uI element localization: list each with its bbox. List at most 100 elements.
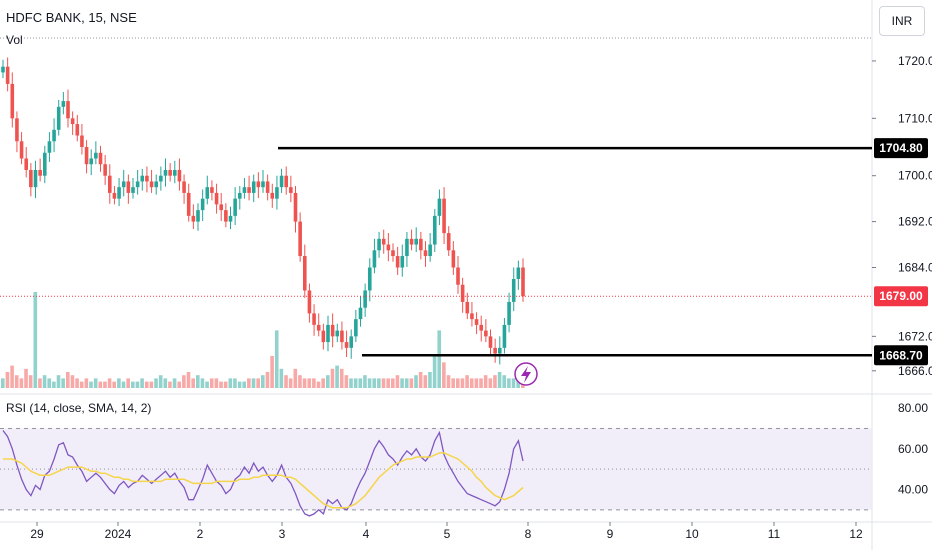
- time-tick-label: 12: [849, 527, 863, 541]
- volume-bar: [265, 372, 270, 388]
- candle-body: [117, 187, 121, 199]
- candle-body: [465, 301, 470, 314]
- volume-bar: [339, 368, 344, 388]
- candle-body: [182, 181, 186, 193]
- volume-bar: [56, 375, 61, 388]
- candle-body: [70, 118, 75, 125]
- volume-bar: [507, 378, 511, 388]
- volume-bar: [42, 375, 47, 388]
- candle-body: [298, 221, 302, 257]
- level-price-tag-bg: [874, 345, 928, 366]
- candle-body: [321, 330, 326, 343]
- volume-bar: [502, 375, 507, 388]
- volume-bar: [386, 378, 390, 388]
- candle-body: [395, 256, 400, 268]
- volume-bar: [228, 378, 233, 388]
- volume-bar: [89, 381, 93, 388]
- candle-body: [521, 267, 525, 297]
- candle-body: [432, 215, 437, 245]
- level-price-tag: 1704.80: [879, 141, 923, 155]
- volume-bar: [446, 375, 451, 388]
- volume-bar: [432, 356, 437, 388]
- candle-body: [256, 181, 261, 188]
- volume-bar: [349, 378, 353, 388]
- candle-body: [451, 250, 456, 268]
- candle-body: [24, 158, 29, 170]
- candle-body: [516, 267, 521, 279]
- volume-bar: [312, 378, 316, 388]
- candle-body: [279, 175, 284, 188]
- volume-bar: [140, 378, 144, 388]
- time-tick-label: 29: [30, 527, 44, 541]
- rsi-axis[interactable]: 80.00 60.00 40.00: [898, 401, 928, 496]
- volume-bar: [28, 375, 33, 388]
- candle-body: [307, 290, 312, 314]
- volume-bar: [497, 372, 502, 388]
- candle-body: [488, 336, 493, 348]
- lightning-bolt-icon[interactable]: [514, 362, 538, 386]
- candle-body: [29, 169, 33, 188]
- volume-bar: [483, 375, 488, 388]
- volume-bar: [460, 378, 465, 388]
- candle-body: [349, 336, 354, 348]
- candle-body: [265, 181, 270, 193]
- price-axis[interactable]: 1720.00 1710.00 1700.00 1692.00 1684.00 1672.…: [872, 54, 932, 378]
- candle-body: [391, 250, 395, 257]
- rsi-tick-label: 40.00: [898, 483, 928, 497]
- volume-bar: [182, 375, 186, 388]
- volume-bar: [330, 368, 335, 388]
- volume-bar: [131, 381, 135, 388]
- volume-bar: [423, 375, 428, 388]
- volume-bar: [307, 378, 312, 388]
- candle-body: [233, 198, 237, 216]
- volume-bars: [1, 292, 525, 388]
- candle-body: [121, 181, 126, 188]
- candle-body: [386, 244, 391, 251]
- candle-body: [400, 256, 405, 268]
- time-tick-label: 10: [685, 527, 699, 541]
- volume-bar: [237, 381, 242, 388]
- candle-body: [191, 215, 196, 222]
- volume-bar: [451, 378, 455, 388]
- volume-bar: [418, 372, 423, 388]
- volume-bar: [84, 378, 89, 388]
- candle-body: [228, 215, 233, 222]
- price-tick-label: 1692.00: [898, 215, 932, 229]
- candle-body: [405, 238, 409, 257]
- horizontal-levels[interactable]: [278, 146, 872, 357]
- candle-body: [94, 152, 98, 159]
- time-tick-label: 8: [525, 527, 532, 541]
- volume-bar: [377, 378, 381, 388]
- price-tick-label: 1710.00: [898, 111, 932, 125]
- volume-bar: [149, 381, 154, 388]
- volume-bar: [177, 381, 182, 388]
- candle-body: [479, 324, 484, 331]
- volume-bar: [200, 378, 205, 388]
- candle-body: [261, 181, 265, 188]
- candle-body: [112, 192, 117, 199]
- candle-body: [33, 169, 38, 188]
- candle-body: [381, 238, 386, 245]
- candle-body: [474, 319, 479, 325]
- currency-button[interactable]: INR: [879, 6, 925, 36]
- candle-body: [205, 187, 210, 199]
- price-tick-label: 1700.00: [898, 169, 932, 183]
- candle-body: [507, 301, 511, 325]
- volume-bar: [70, 375, 75, 388]
- candle-body: [502, 324, 507, 348]
- time-axis[interactable]: 29 2024 2 3 4 5 8 9 10 11 12: [30, 522, 863, 541]
- volume-bar: [66, 372, 70, 388]
- candle-body: [5, 66, 10, 84]
- volume-label: Vol: [6, 33, 23, 47]
- volume-bar: [219, 381, 223, 388]
- current-price-tag: 1679.00: [879, 289, 923, 303]
- candle-body: [200, 198, 205, 211]
- volume-bar: [335, 365, 339, 388]
- candle-body: [131, 187, 135, 193]
- candle-body: [186, 192, 191, 216]
- volume-bar: [363, 375, 367, 388]
- candle-body: [75, 124, 80, 136]
- volume-bar: [98, 381, 103, 388]
- rsi-line: [2, 430, 524, 517]
